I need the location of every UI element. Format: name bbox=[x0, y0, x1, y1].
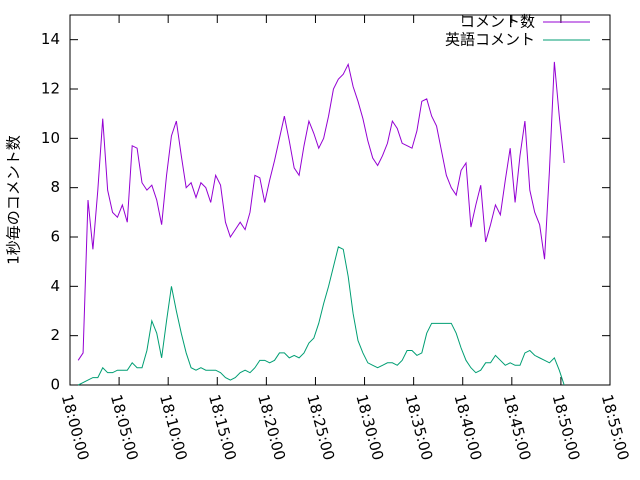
x-tick-label: 18:10:00 bbox=[156, 393, 191, 463]
y-tick-label: 10 bbox=[41, 129, 60, 147]
plot-border bbox=[69, 14, 611, 386]
x-tick-label: 18:45:00 bbox=[500, 393, 535, 463]
y-tick-label: 0 bbox=[50, 376, 60, 394]
y-tick-label: 14 bbox=[41, 30, 60, 48]
y-tick-label: 2 bbox=[50, 326, 60, 344]
x-tick-label: 18:15:00 bbox=[205, 393, 240, 463]
x-tick-label: 18:05:00 bbox=[107, 393, 142, 463]
y-tick-label: 6 bbox=[50, 228, 60, 246]
x-tick-label: 18:55:00 bbox=[598, 393, 633, 463]
x-tick-label: 18:40:00 bbox=[451, 393, 486, 463]
x-tick-label: 18:00:00 bbox=[58, 393, 93, 463]
y-tick-label: 4 bbox=[50, 277, 60, 295]
x-tick-label: 18:20:00 bbox=[254, 393, 289, 463]
y-tick-label: 12 bbox=[41, 80, 60, 98]
x-tick-label: 18:25:00 bbox=[303, 393, 338, 463]
legend-label: コメント数 bbox=[460, 13, 535, 31]
y-tick-label: 8 bbox=[50, 178, 60, 196]
x-tick-label: 18:30:00 bbox=[352, 393, 387, 463]
legend-label: 英語コメント bbox=[445, 31, 535, 49]
y-axis-label: 1秒毎のコメント数 bbox=[5, 135, 23, 265]
series-line bbox=[77, 61, 565, 361]
series-line bbox=[77, 246, 565, 386]
x-tick-label: 18:35:00 bbox=[401, 393, 436, 463]
x-tick-label: 18:50:00 bbox=[549, 393, 584, 463]
